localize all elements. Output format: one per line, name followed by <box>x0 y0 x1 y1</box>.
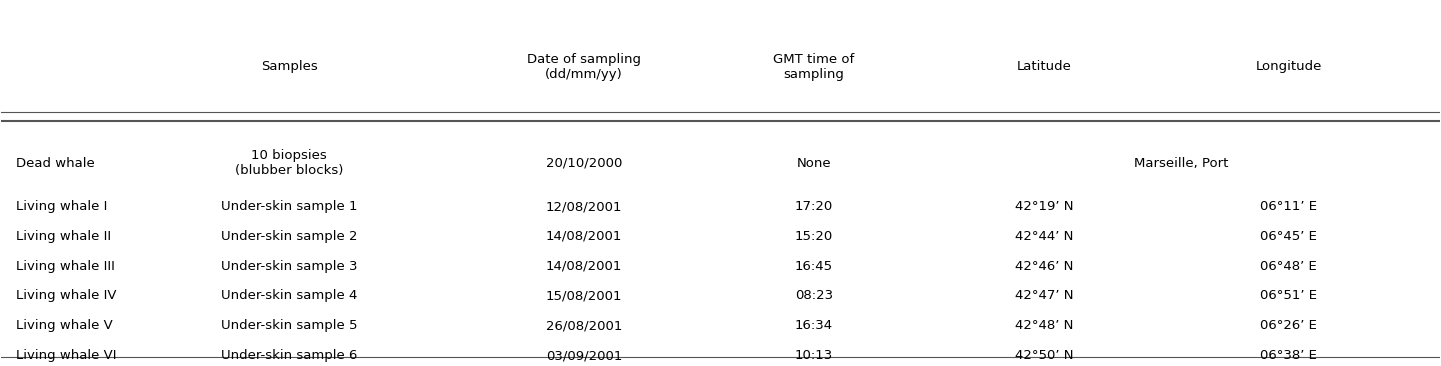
Text: 42°47’ N: 42°47’ N <box>1014 290 1074 302</box>
Text: Samples: Samples <box>261 60 317 73</box>
Text: 06°51’ E: 06°51’ E <box>1259 290 1317 302</box>
Text: Living whale IV: Living whale IV <box>16 290 117 302</box>
Text: 10 biopsies
(blubber blocks): 10 biopsies (blubber blocks) <box>235 149 343 177</box>
Text: Living whale III: Living whale III <box>16 260 115 273</box>
Text: 03/09/2001: 03/09/2001 <box>546 349 623 362</box>
Text: 15/08/2001: 15/08/2001 <box>546 290 623 302</box>
Text: Longitude: Longitude <box>1255 60 1321 73</box>
Text: 06°11’ E: 06°11’ E <box>1259 200 1317 213</box>
Text: Under-skin sample 1: Under-skin sample 1 <box>220 200 357 213</box>
Text: Living whale VI: Living whale VI <box>16 349 117 362</box>
Text: Under-skin sample 2: Under-skin sample 2 <box>220 230 357 243</box>
Text: Under-skin sample 5: Under-skin sample 5 <box>220 319 357 332</box>
Text: 14/08/2001: 14/08/2001 <box>546 230 623 243</box>
Text: Latitude: Latitude <box>1017 60 1072 73</box>
Text: Living whale II: Living whale II <box>16 230 111 243</box>
Text: 06°26’ E: 06°26’ E <box>1261 319 1317 332</box>
Text: Under-skin sample 3: Under-skin sample 3 <box>220 260 357 273</box>
Text: 16:45: 16:45 <box>795 260 833 273</box>
Text: Date of sampling
(dd/mm/yy): Date of sampling (dd/mm/yy) <box>527 53 641 81</box>
Text: 42°44’ N: 42°44’ N <box>1014 230 1074 243</box>
Text: Marseille, Port: Marseille, Port <box>1134 157 1228 169</box>
Text: 08:23: 08:23 <box>795 290 833 302</box>
Text: Dead whale: Dead whale <box>16 157 95 169</box>
Text: Under-skin sample 6: Under-skin sample 6 <box>220 349 357 362</box>
Text: 06°45’ E: 06°45’ E <box>1261 230 1317 243</box>
Text: 06°48’ E: 06°48’ E <box>1261 260 1317 273</box>
Text: 10:13: 10:13 <box>795 349 833 362</box>
Text: 42°19’ N: 42°19’ N <box>1014 200 1074 213</box>
Text: 17:20: 17:20 <box>795 200 833 213</box>
Text: 42°46’ N: 42°46’ N <box>1014 260 1074 273</box>
Text: Living whale V: Living whale V <box>16 319 112 332</box>
Text: 12/08/2001: 12/08/2001 <box>546 200 623 213</box>
Text: 06°38’ E: 06°38’ E <box>1261 349 1317 362</box>
Text: 16:34: 16:34 <box>795 319 833 332</box>
Text: Living whale I: Living whale I <box>16 200 107 213</box>
Text: 42°48’ N: 42°48’ N <box>1014 319 1074 332</box>
Text: GMT time of
sampling: GMT time of sampling <box>774 53 855 81</box>
Text: 20/10/2000: 20/10/2000 <box>546 157 623 169</box>
Text: 42°50’ N: 42°50’ N <box>1014 349 1074 362</box>
Text: None: None <box>797 157 831 169</box>
Text: Under-skin sample 4: Under-skin sample 4 <box>220 290 357 302</box>
Text: 14/08/2001: 14/08/2001 <box>546 260 623 273</box>
Text: 26/08/2001: 26/08/2001 <box>546 319 623 332</box>
Text: 15:20: 15:20 <box>795 230 833 243</box>
